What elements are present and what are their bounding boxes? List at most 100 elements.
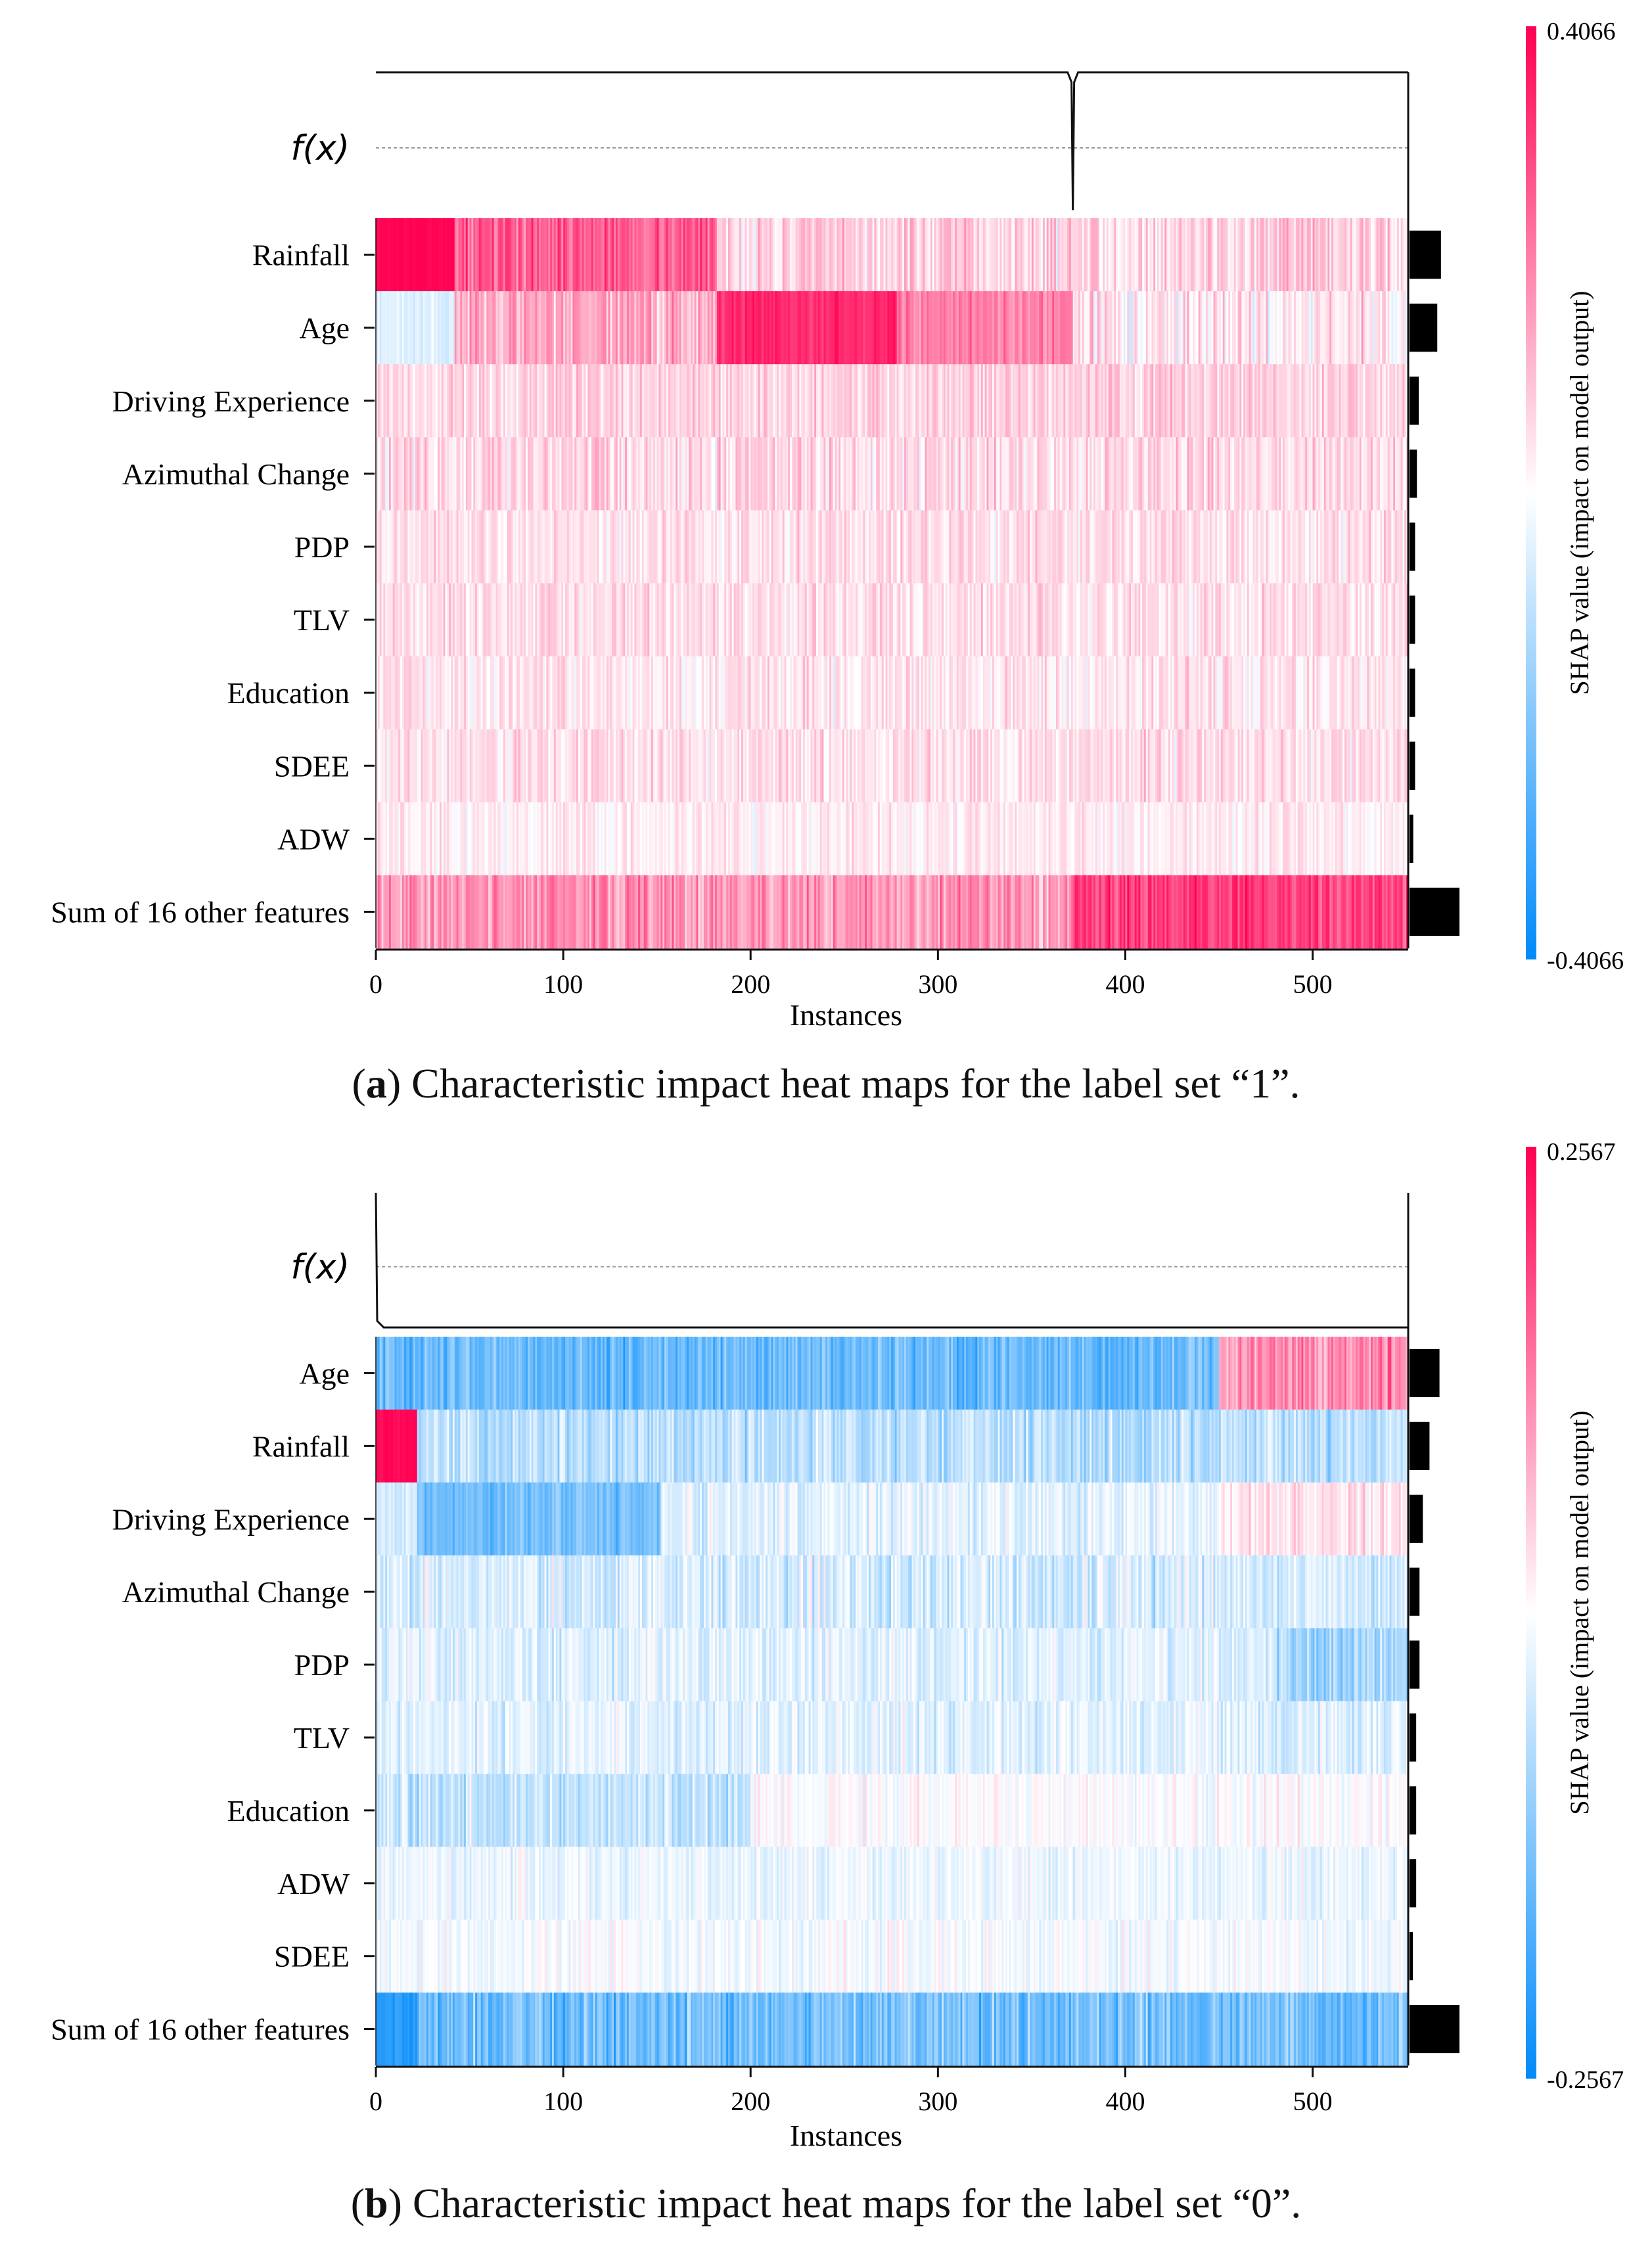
heatmap-cell xyxy=(447,656,449,730)
heatmap-cell xyxy=(947,729,950,803)
heatmap-cell xyxy=(988,656,991,730)
heatmap-cell xyxy=(394,218,397,292)
heatmap-cell xyxy=(754,364,757,438)
heatmap-cell xyxy=(503,583,506,657)
heatmap-cell xyxy=(1307,656,1310,730)
heatmap-cell xyxy=(576,656,579,730)
heatmap-cell xyxy=(662,437,665,511)
heatmap-cell xyxy=(907,437,911,511)
heatmap-cell xyxy=(576,437,579,511)
heatmap-cell xyxy=(627,437,630,511)
heatmap-cell xyxy=(681,729,684,803)
heatmap-cell xyxy=(737,218,740,292)
heatmap-cell xyxy=(1382,510,1385,584)
heatmap-cell xyxy=(1383,510,1387,584)
heatmap-cell xyxy=(599,364,601,438)
heatmap-cell xyxy=(595,656,598,730)
heatmap-cell xyxy=(911,656,914,730)
heatmap-cell xyxy=(1003,218,1006,292)
heatmap-cell xyxy=(1068,583,1072,657)
heatmap-cell xyxy=(447,364,449,438)
heatmap-cell xyxy=(1281,291,1283,365)
heatmap-cell xyxy=(514,583,517,657)
heatmap-cell xyxy=(443,729,446,803)
heatmap-cell xyxy=(473,656,476,730)
heatmap-cell xyxy=(1249,218,1252,292)
heatmap-cell xyxy=(861,437,863,511)
heatmap-cell xyxy=(1182,510,1184,584)
heatmap-cell xyxy=(947,510,950,584)
heatmap-cell xyxy=(1266,437,1268,511)
heatmap-cell xyxy=(385,510,388,584)
heatmap-cell xyxy=(1048,364,1051,438)
heatmap-cell xyxy=(451,510,453,584)
heatmap-cell xyxy=(921,583,924,657)
heatmap-cell xyxy=(1305,218,1308,292)
heatmap-cell xyxy=(668,729,671,803)
heatmap-cell xyxy=(636,437,639,511)
heatmap-cell xyxy=(1256,437,1259,511)
heatmap-cell xyxy=(610,583,612,657)
heatmap-cell xyxy=(709,291,712,365)
heatmap-cell xyxy=(452,656,455,730)
heatmap-cell xyxy=(585,510,588,584)
heatmap-cell xyxy=(385,656,388,730)
heatmap-cell xyxy=(982,437,986,511)
heatmap-cell xyxy=(1305,291,1308,365)
heatmap-cell xyxy=(379,583,382,657)
heatmap-cell xyxy=(720,583,723,657)
heatmap-cell xyxy=(643,583,647,657)
heatmap-cell xyxy=(1159,656,1162,730)
heatmap-cell xyxy=(844,364,847,438)
heatmap-cell xyxy=(617,583,620,657)
heatmap-cell xyxy=(403,218,407,292)
heatmap-cell xyxy=(784,583,787,657)
heatmap-cell xyxy=(445,291,447,365)
heatmap-cell xyxy=(1305,364,1308,438)
heatmap-cell xyxy=(879,218,883,292)
heatmap-cell xyxy=(700,364,702,438)
heatmap-cell xyxy=(1271,656,1274,730)
heatmap-cell xyxy=(413,583,416,657)
heatmap-cell xyxy=(1262,583,1265,657)
heatmap-cell xyxy=(1329,218,1332,292)
heatmap-cell xyxy=(780,510,783,584)
heatmap-cell xyxy=(829,218,832,292)
heatmap-cell xyxy=(889,510,892,584)
heatmap-cell xyxy=(1380,583,1383,657)
heatmap-cell xyxy=(1020,291,1023,365)
heatmap-cell xyxy=(894,364,898,438)
heatmap-cell xyxy=(503,510,506,584)
heatmap-cell xyxy=(664,437,667,511)
heatmap-cell xyxy=(1176,656,1178,730)
heatmap-cell xyxy=(539,656,541,730)
heatmap-cell xyxy=(630,291,633,365)
heatmap-cell xyxy=(563,583,566,657)
heatmap-cell xyxy=(1235,583,1239,657)
heatmap-cell xyxy=(779,583,781,657)
heatmap-cell xyxy=(955,364,957,438)
heatmap-cell xyxy=(627,218,630,292)
heatmap-cell xyxy=(835,437,837,511)
heatmap-cell xyxy=(1041,437,1044,511)
heatmap-cell xyxy=(1341,656,1343,730)
heatmap-cell xyxy=(539,729,541,803)
heatmap-cell xyxy=(1325,218,1328,292)
heatmap-cell xyxy=(1202,364,1205,438)
heatmap-cell xyxy=(1295,510,1298,584)
heatmap-cell xyxy=(739,218,742,292)
heatmap-cell xyxy=(716,291,720,365)
heatmap-cell xyxy=(1361,218,1364,292)
heatmap-cell xyxy=(1074,291,1077,365)
heatmap-cell xyxy=(497,218,500,292)
heatmap-cell xyxy=(434,364,436,438)
heatmap-cell xyxy=(750,729,753,803)
heatmap-cell xyxy=(1254,510,1257,584)
heatmap-cell xyxy=(1217,437,1220,511)
heatmap-cell xyxy=(840,291,843,365)
heatmap-cell xyxy=(535,729,538,803)
heatmap-cell xyxy=(1288,510,1291,584)
heatmap-cell xyxy=(940,437,942,511)
heatmap-cell xyxy=(377,291,380,365)
heatmap-cell xyxy=(887,291,890,365)
